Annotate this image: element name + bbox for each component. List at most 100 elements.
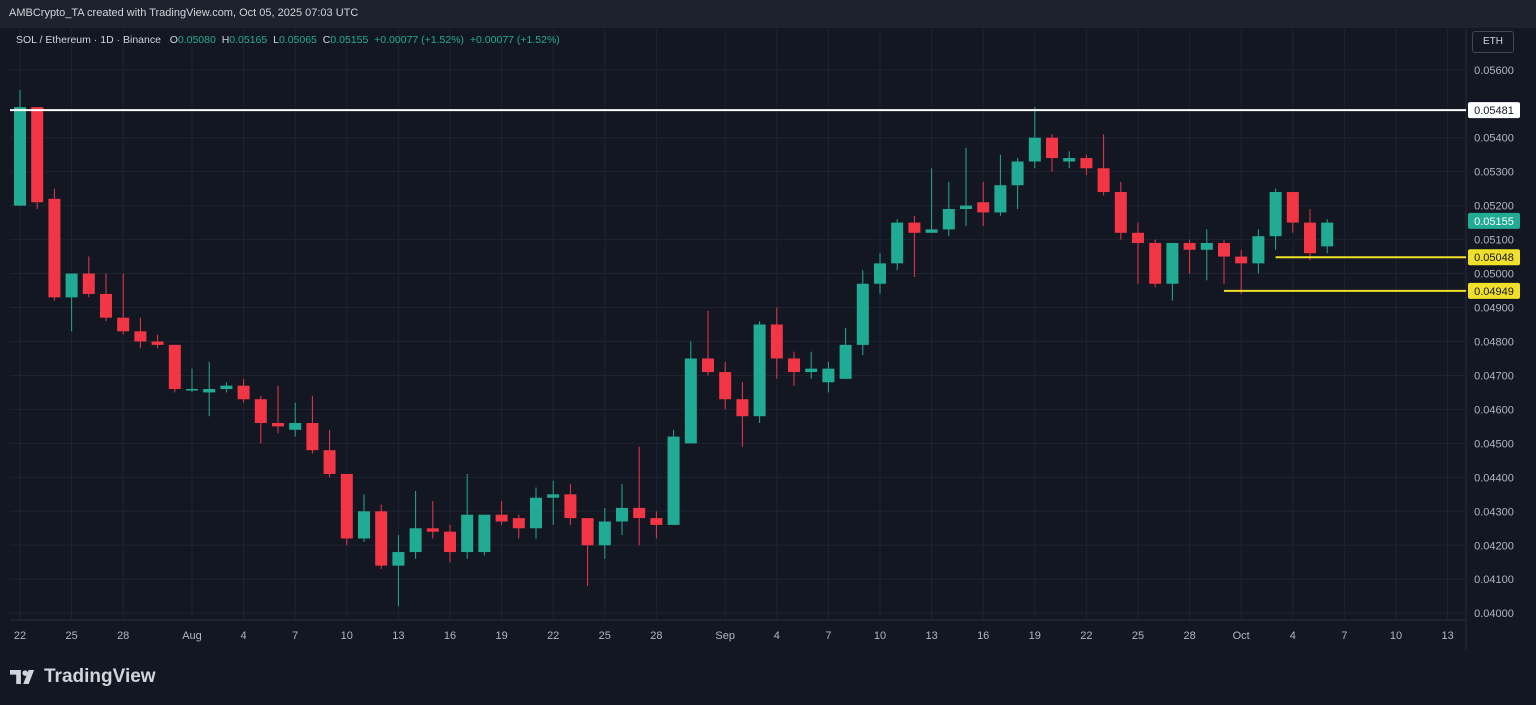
- candle: [977, 181, 990, 226]
- candle-body: [134, 331, 147, 342]
- y-tick-label: 0.04400: [1474, 472, 1514, 484]
- high-value: 0.05165: [229, 34, 268, 46]
- candle-body: [100, 293, 112, 318]
- candle-body: [409, 528, 422, 553]
- candle-body: [168, 344, 181, 390]
- open-label: O: [169, 34, 178, 46]
- brand-name: TradingView: [44, 666, 156, 687]
- x-tick-label: 10: [874, 630, 886, 642]
- candle-body: [547, 494, 560, 498]
- low-value: 0.05065: [278, 34, 317, 46]
- candle: [1149, 239, 1162, 288]
- price-label-bg: [1468, 249, 1520, 266]
- candle: [1235, 249, 1248, 294]
- y-tick-label: 0.04300: [1474, 506, 1514, 518]
- candle: [684, 341, 697, 444]
- candle: [409, 490, 422, 559]
- candle-body: [1097, 168, 1110, 193]
- symbol-name: SOL / Ethereum · 1D · Binance: [16, 34, 161, 46]
- attribution-bar: AMBCrypto_TA created with TradingView.co…: [0, 0, 1536, 28]
- candle: [1063, 151, 1076, 169]
- candle-body: [719, 372, 732, 400]
- candle: [48, 188, 61, 301]
- candle: [1286, 192, 1299, 233]
- candle-body: [908, 222, 921, 233]
- candle-body: [1321, 222, 1334, 247]
- candle: [753, 321, 766, 423]
- x-tick-label: 7: [292, 630, 298, 642]
- x-tick-label: 25: [599, 630, 611, 642]
- candle-body: [495, 514, 508, 522]
- candle: [1200, 229, 1213, 281]
- candle-body: [1149, 242, 1162, 284]
- candlestick-chart[interactable]: 0.05600 0.05481 0.05400 0.05300 0.05200 0.051…: [10, 29, 1526, 650]
- candle: [788, 351, 800, 386]
- y-tick-label: 0.05200: [1474, 201, 1514, 213]
- y-tick-label: 0.05400: [1474, 133, 1514, 145]
- candle: [340, 473, 353, 546]
- candle: [134, 317, 147, 349]
- x-tick-label: Oct: [1233, 630, 1250, 642]
- y-tick-label: 0.05300: [1474, 167, 1514, 179]
- candle: [14, 90, 26, 206]
- candle-body: [702, 358, 714, 373]
- candle: [100, 273, 112, 322]
- candle-body: [753, 324, 766, 417]
- y-tick-label: 0.04000: [1474, 608, 1514, 620]
- y-tick-label: 0.04100: [1474, 574, 1514, 586]
- x-tick-label: 22: [14, 630, 26, 642]
- open-value: 0.05080: [177, 34, 216, 46]
- candle: [117, 273, 130, 335]
- x-tick-label: 7: [1341, 630, 1347, 642]
- candle: [254, 395, 267, 444]
- last-price-label: 0.05155: [1474, 216, 1514, 228]
- y-tick-label: 0.04700: [1474, 370, 1514, 382]
- candle: [874, 253, 886, 294]
- candle-body: [736, 399, 749, 417]
- candle-body: [874, 263, 886, 284]
- candle: [426, 501, 439, 539]
- candle-body: [925, 229, 938, 233]
- candle-body: [203, 389, 216, 393]
- candle-body: [426, 528, 439, 532]
- x-tick-label: 25: [1132, 630, 1144, 642]
- x-tick-label: 13: [925, 630, 937, 642]
- candle: [1183, 239, 1196, 274]
- candle-body: [1046, 137, 1058, 159]
- candle: [65, 273, 78, 332]
- candle: [461, 473, 474, 559]
- candle-body: [1011, 161, 1024, 186]
- price-label-bg: [1468, 282, 1520, 299]
- candle-body: [564, 494, 577, 519]
- candle: [1011, 158, 1024, 210]
- candle: [805, 351, 818, 379]
- x-tick-label: 13: [392, 630, 404, 642]
- attribution-text: AMBCrypto_TA created with TradingView.co…: [9, 7, 359, 19]
- candle-body: [891, 222, 904, 264]
- candle-body: [1304, 222, 1316, 254]
- candle: [1321, 219, 1334, 254]
- x-tick-label: 19: [495, 630, 507, 642]
- candle-body: [942, 209, 955, 230]
- tradingview-logo[interactable]: TradingView: [10, 666, 156, 688]
- x-tick-label: 25: [65, 630, 77, 642]
- candle-body: [82, 273, 95, 294]
- candle: [272, 385, 284, 434]
- currency-button[interactable]: ETH: [1472, 31, 1514, 53]
- candle: [82, 256, 95, 298]
- candle: [891, 219, 904, 271]
- candle-body: [1183, 242, 1196, 250]
- candle: [375, 504, 388, 570]
- candle: [237, 378, 250, 403]
- close-label: C: [322, 34, 331, 46]
- candle-body: [1218, 242, 1230, 257]
- candle-body: [977, 202, 990, 213]
- change-value: +0.00077 (+1.52%): [374, 34, 465, 46]
- x-tick-label: 22: [547, 630, 559, 642]
- candle: [616, 484, 628, 536]
- candle-body: [461, 514, 474, 553]
- candle-body: [667, 436, 680, 525]
- candle-body: [117, 317, 130, 332]
- candle-body: [323, 450, 336, 474]
- candle-body: [788, 358, 800, 373]
